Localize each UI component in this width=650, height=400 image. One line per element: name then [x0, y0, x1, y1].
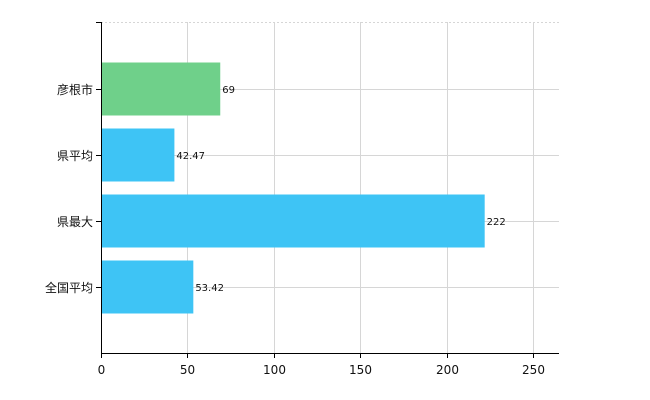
- x-tick-label: 100: [263, 363, 286, 377]
- data-label: 53.42: [195, 283, 224, 294]
- y-tick-label: 全国平均: [45, 280, 93, 295]
- bar-4: [102, 260, 194, 314]
- data-label: 222: [487, 217, 506, 228]
- y-tick-label: 県平均: [57, 149, 93, 163]
- data-label: 69: [222, 85, 235, 96]
- x-tick-label: 200: [436, 363, 459, 377]
- x-tick-label: 150: [349, 363, 372, 377]
- bar-2: [102, 128, 175, 182]
- y-tick-label: 彦根市: [57, 82, 93, 97]
- x-tick-label: 0: [98, 363, 106, 377]
- x-tick-label: 250: [522, 363, 545, 377]
- bar-3: [102, 194, 485, 248]
- x-tick-label: 50: [180, 363, 195, 377]
- data-label: 42.47: [176, 151, 205, 162]
- bar-1: [102, 62, 221, 116]
- y-tick-label: 県最大: [57, 215, 93, 229]
